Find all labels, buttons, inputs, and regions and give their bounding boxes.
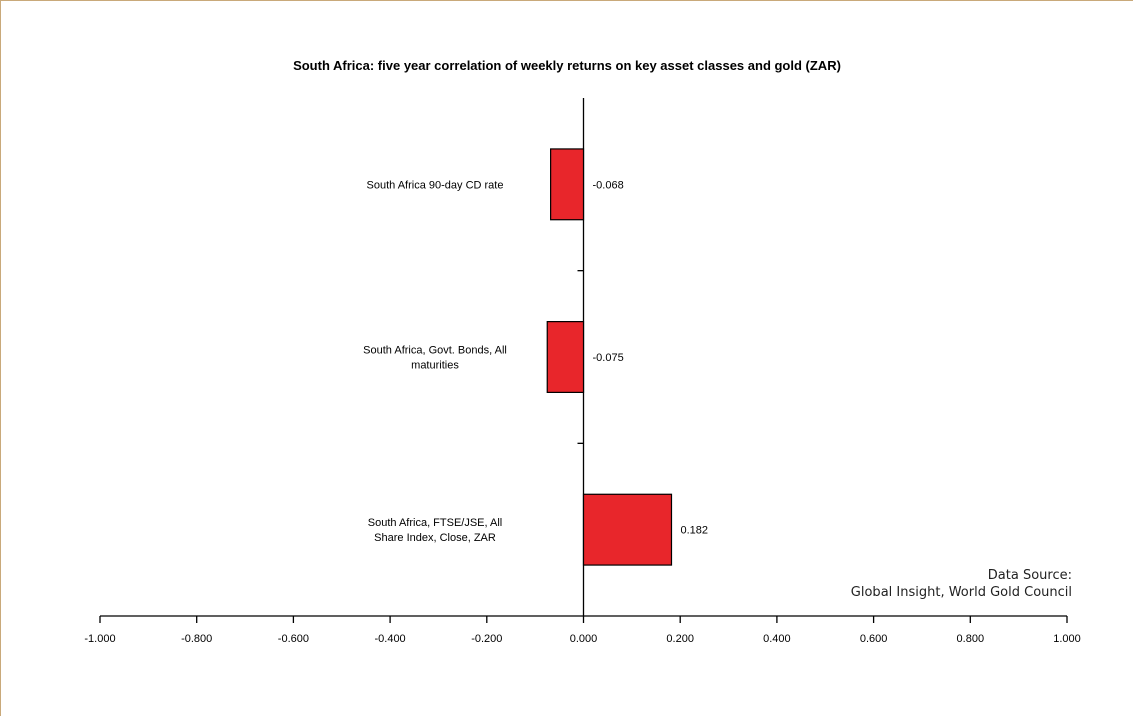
category-label-line: South Africa, FTSE/JSE, All — [368, 517, 503, 529]
x-tick-label: -1.000 — [84, 633, 115, 645]
x-tick-label: 0.000 — [570, 633, 598, 645]
x-tick-label: 0.400 — [763, 633, 791, 645]
data-source-label: Data Source: — [987, 568, 1072, 583]
x-tick-label: -0.800 — [181, 633, 212, 645]
data-source-text: Global Insight, World Gold Council — [850, 585, 1072, 600]
value-label: 0.182 — [680, 525, 708, 537]
x-tick-label: 1.000 — [1053, 633, 1081, 645]
bar — [546, 321, 585, 393]
x-tick-label: 0.800 — [957, 633, 985, 645]
value-label: -0.075 — [593, 352, 624, 364]
category-label: South Africa, Govt. Bonds, All maturities — [363, 345, 507, 372]
category-label: South Africa 90-day CD rate — [367, 179, 504, 191]
bar — [550, 148, 585, 221]
x-tick-label: -0.200 — [471, 633, 502, 645]
bar — [582, 493, 673, 566]
x-tick-label: -0.400 — [374, 633, 405, 645]
category-label: South Africa, FTSE/JSE, All Share Index, … — [368, 517, 503, 544]
x-tick-label: 0.600 — [860, 633, 888, 645]
category-label-line: maturities — [411, 360, 459, 372]
category-label-line: South Africa, Govt. Bonds, All — [363, 345, 507, 357]
x-tick-label: -0.600 — [278, 633, 309, 645]
value-label: -0.068 — [593, 179, 624, 191]
category-label-line: Share Index, Close, ZAR — [374, 532, 496, 544]
category-label-line: South Africa 90-day CD rate — [367, 179, 504, 191]
x-tick-label: 0.200 — [666, 633, 694, 645]
chart-title: South Africa: five year correlation of w… — [293, 58, 841, 73]
data-source-note: Data Source: Global Insight, World Gold … — [851, 567, 1072, 601]
